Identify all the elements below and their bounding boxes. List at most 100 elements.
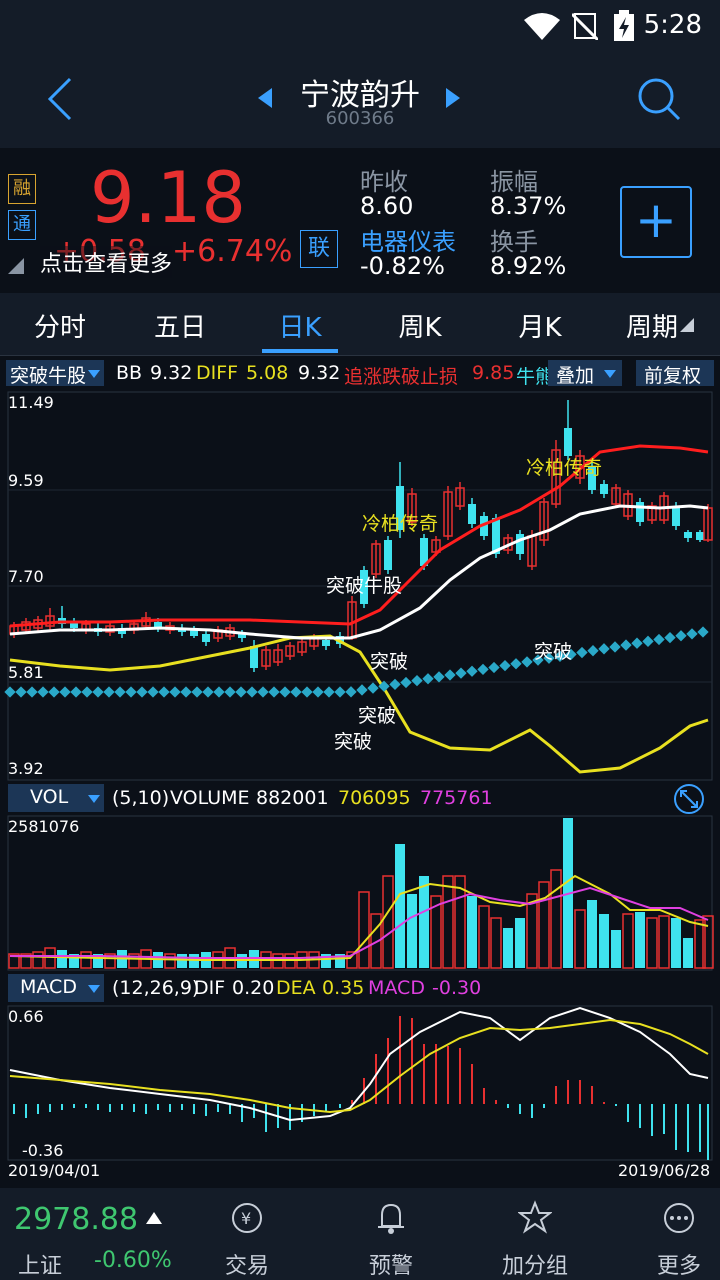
volume-bar	[346, 951, 358, 969]
volume-chart[interactable]: 2581076	[0, 814, 720, 972]
index-up-arrow-icon	[146, 1212, 162, 1224]
candle-body	[516, 534, 524, 554]
bull-bear-dot	[202, 686, 214, 698]
quote-panel[interactable]: 融 通 9.18 +0.58 +6.74% 点击查看更多 联 昨收 8.60 电…	[0, 148, 720, 293]
volume-bar	[550, 869, 562, 969]
volume-bar	[44, 947, 56, 969]
bull-bear-dot	[499, 659, 511, 672]
indicator-selector[interactable]	[6, 360, 104, 386]
prev-stock-icon[interactable]	[258, 88, 274, 108]
macd-chart[interactable]: 0.66 -0.36 2019/04/01 2019/06/28	[0, 1004, 720, 1182]
search-icon[interactable]	[636, 76, 682, 122]
tab-weekly-k[interactable]: 周K	[398, 313, 442, 343]
related-badge[interactable]: 联	[300, 230, 338, 268]
bb-value: 9.32	[150, 362, 193, 384]
bull-bear-dot	[587, 645, 599, 657]
y-tick-4: 5.81	[8, 663, 44, 682]
candle-body	[322, 640, 330, 646]
bull-bear-dot	[653, 633, 665, 646]
bell-icon[interactable]	[374, 1200, 408, 1236]
price-change: +0.58	[54, 234, 146, 269]
dif-label: DIF	[194, 977, 226, 999]
adjust-selector[interactable]	[636, 360, 714, 386]
sector-change: -0.82%	[360, 252, 445, 280]
index-name: 上证	[18, 1254, 63, 1279]
volume-bar	[454, 875, 466, 969]
volume-label: VOLUME	[170, 787, 250, 809]
stock-name: 宁波韵升	[300, 78, 420, 113]
candle-body	[420, 538, 428, 566]
third-value: 9.32	[298, 362, 341, 384]
candle-body	[696, 532, 704, 540]
bull-bear-dot	[576, 646, 588, 659]
back-icon[interactable]	[44, 76, 74, 122]
more-icon[interactable]	[662, 1200, 696, 1236]
volume-bar	[32, 951, 44, 969]
bull-bear-dot	[664, 631, 676, 644]
bull-bear-dot	[455, 667, 467, 679]
bull-bear-dot	[48, 686, 60, 698]
bull-bear-dot	[422, 673, 434, 685]
bull-bear-dot	[257, 686, 269, 698]
tab-period[interactable]: 周期	[625, 313, 678, 343]
view-more-tip[interactable]: 点击查看更多	[40, 246, 173, 278]
tab-monthly-k[interactable]: 月K	[518, 313, 562, 343]
prev-close-value: 8.60	[360, 192, 414, 220]
bull-bear-dot	[598, 643, 610, 655]
white-ma-line	[9, 504, 709, 640]
nav-alert[interactable]: 预警	[368, 1254, 413, 1279]
macd-params: (12,26,9)	[112, 977, 200, 999]
bull-bear-dot	[224, 686, 236, 698]
stop-loss-value: 9.85	[472, 362, 515, 384]
bull-bear-dot	[433, 671, 445, 683]
nav-trade[interactable]: 交易	[224, 1254, 269, 1279]
candle-body	[647, 505, 657, 521]
bb-label: BB	[116, 362, 143, 384]
macd-label: MACD	[368, 977, 425, 999]
add-watchlist-button[interactable]: +	[620, 186, 692, 258]
volume-bar	[177, 954, 187, 968]
nav-more[interactable]: 更多	[656, 1254, 701, 1279]
bottom-bar: 2978.88 上证 -0.60% ¥ 交易 预警 加分组 更多	[0, 1188, 720, 1280]
expand-icon[interactable]	[672, 784, 706, 814]
macd-selector[interactable]	[8, 974, 104, 1002]
bull-bear-dot	[334, 686, 346, 698]
tab-five-day[interactable]: 五日	[153, 313, 206, 343]
volume-bar	[503, 928, 513, 968]
volume-bar	[515, 918, 525, 968]
battery-charging-icon	[614, 10, 634, 41]
nav-add-group[interactable]: 加分组	[501, 1254, 568, 1279]
bull-bear-dot	[235, 686, 247, 698]
candle-body	[564, 428, 572, 456]
vol-label: VOL	[30, 786, 69, 808]
volume-bar	[8, 953, 20, 969]
tab-intraday[interactable]: 分时	[33, 313, 86, 343]
wifi-icon	[524, 13, 560, 40]
candle-body	[455, 487, 465, 507]
index-value[interactable]: 2978.88	[14, 1202, 139, 1237]
bull-bear-dot	[367, 682, 379, 694]
star-icon[interactable]	[518, 1200, 552, 1236]
vol-selector[interactable]	[8, 784, 104, 812]
bull-bear-dotted-line	[4, 626, 709, 698]
tab-daily-k[interactable]: 日K	[278, 313, 322, 343]
volume-bar	[335, 954, 345, 968]
next-stock-icon[interactable]	[444, 88, 460, 108]
bull-bear-dot	[345, 686, 357, 698]
candle-body	[468, 504, 476, 524]
red-ma-line	[9, 444, 709, 628]
volume-bar	[20, 953, 32, 969]
volume-bar	[321, 954, 331, 968]
sector-label[interactable]: 电器仪表	[360, 228, 456, 256]
corner-triangle-icon	[8, 258, 24, 274]
volume-bar	[538, 881, 550, 969]
bull-bear-dot	[356, 684, 368, 696]
volume-bar	[622, 913, 634, 969]
bull-bear-dot	[565, 648, 577, 661]
volume-bar	[526, 893, 538, 969]
kline-chart[interactable]: 11.49 9.59 7.70 5.81 3.92 冷柏传奇 冷柏传奇 突破牛股…	[0, 390, 720, 782]
trade-icon[interactable]: ¥	[230, 1200, 264, 1236]
bull-bear-dot	[37, 686, 49, 698]
candle-body	[297, 641, 307, 653]
volume-bar	[382, 875, 394, 969]
